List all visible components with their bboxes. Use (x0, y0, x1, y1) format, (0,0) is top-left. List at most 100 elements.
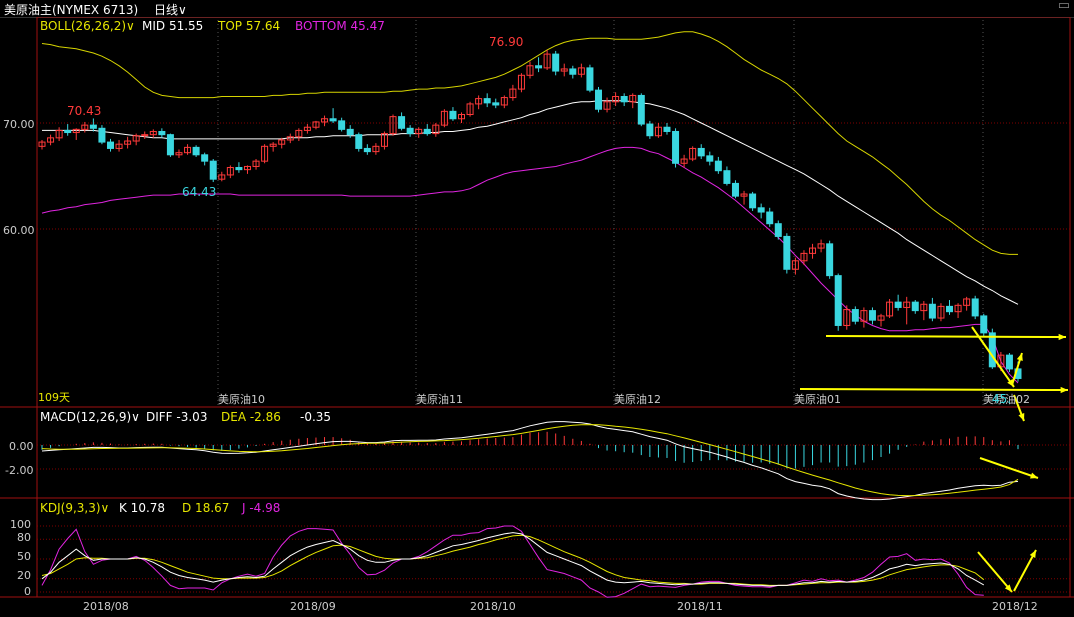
candle-up (877, 315, 885, 321)
candle-down (757, 207, 765, 213)
month-label-dec: 2018/12 (992, 600, 1038, 613)
candle-down (774, 223, 782, 237)
candle-up (149, 130, 157, 136)
candle-down (697, 147, 705, 157)
candle-down (928, 303, 936, 319)
support-arrow-upper-head (1058, 333, 1066, 341)
candle-down (731, 182, 739, 197)
boll-legend-bottom: BOTTOM 45.47 (295, 19, 385, 33)
candle-up (175, 152, 183, 156)
candle-up (38, 141, 46, 147)
candle-down (535, 65, 543, 69)
candle-up (141, 134, 149, 137)
day-count-label: 109天 (38, 391, 70, 404)
boll-top-line (41, 31, 1018, 255)
candle-down (192, 146, 200, 156)
period-selector[interactable]: 日线∨ (154, 3, 187, 17)
candle-up (860, 310, 868, 322)
candle-down (449, 110, 457, 120)
month-label-nov: 2018/11 (677, 600, 723, 613)
kdj-tick-80: 80 (17, 531, 31, 544)
candle-up (115, 143, 123, 149)
candle-up (466, 103, 474, 116)
candle-down (398, 116, 406, 129)
candle-up (526, 65, 534, 76)
kdj-tick-20: 20 (17, 569, 31, 582)
candle-down (586, 67, 594, 91)
candle-up (432, 124, 440, 135)
macd-legend-dea: DEA -2.86 (221, 410, 281, 424)
candle-up (817, 243, 825, 249)
macd-down-arrow-head (1030, 472, 1038, 479)
macd-tick-0: 0.00 (9, 440, 34, 453)
kdj-legend-name[interactable]: KDJ(9,3,3)∨ (40, 501, 109, 515)
candle-down (329, 118, 337, 122)
candle-down (166, 134, 174, 156)
kdj-tick-100: 100 (10, 518, 31, 531)
kdj-legend-d: D 18.67 (182, 501, 229, 515)
kdj-j-line (41, 525, 984, 598)
month-label-aug: 2018/08 (83, 600, 129, 613)
kdj-legend-k: K 10.78 (119, 501, 165, 515)
candle-down (706, 155, 714, 162)
candle-up (389, 116, 397, 135)
candle-up (278, 139, 286, 145)
candle-down (971, 298, 979, 317)
candle-down (646, 123, 654, 137)
macd-legend-value: -0.35 (300, 410, 331, 424)
candle-down (569, 68, 577, 75)
price-tick-70: 70.00 (3, 118, 35, 131)
candle-up (475, 98, 483, 105)
candle-down (209, 160, 217, 180)
candle-down (106, 141, 114, 149)
kdj-legend-j: J -4.98 (241, 501, 280, 515)
candle-up (689, 147, 697, 160)
candle-up (295, 129, 303, 138)
macd-tick-neg2: -2.00 (5, 464, 33, 477)
contract-mark-nov: 美原油11 (416, 392, 463, 406)
boll-legend-name[interactable]: BOLL(26,26,2)∨ (40, 19, 135, 33)
candle-up (132, 135, 140, 142)
candle-down (620, 96, 628, 103)
candle-down (64, 129, 72, 134)
candle-down (492, 102, 500, 106)
kdj-down-arrow (977, 551, 1013, 593)
boll-legend-mid: MID 51.55 (142, 19, 203, 33)
candle-up (252, 160, 260, 167)
candle-up (269, 143, 277, 147)
candle-up (226, 167, 234, 176)
minimize-icon[interactable]: ▭ (1057, 0, 1070, 13)
contract-mark-jan: 美原油01 (794, 392, 841, 406)
support-line-upper (825, 335, 1051, 338)
candle-up (577, 67, 585, 75)
candle-up (809, 247, 817, 254)
candle-down (346, 128, 354, 136)
candle-down (355, 134, 363, 149)
candle-down (338, 120, 346, 130)
down-arrow-small-head (1018, 413, 1025, 421)
symbol-selector[interactable]: 美原油主(NYMEX 6713) (4, 3, 139, 17)
candle-up (517, 74, 525, 90)
candle-down (663, 126, 671, 132)
contract-mark-feb: 美原油02 (983, 392, 1030, 406)
candle-up (740, 193, 748, 197)
candle-up (500, 97, 508, 106)
price-panel (38, 31, 1022, 384)
candle-down (980, 315, 988, 334)
candle-down (894, 301, 902, 308)
macd-legend-name[interactable]: MACD(12,26,9)∨ (40, 410, 140, 424)
candle-down (235, 167, 243, 171)
candle-down (723, 170, 731, 184)
candle-down (911, 301, 919, 312)
candle-up (629, 94, 637, 103)
kdj-panel (41, 525, 985, 598)
candle-down (423, 128, 431, 135)
boll-bottom-line (41, 146, 1019, 384)
recent-low-label: 45. (992, 392, 1011, 406)
candle-up (286, 136, 294, 141)
down-trend-arrow (971, 326, 1015, 388)
kdj-down-arrow-head (1004, 584, 1012, 592)
stock-chart: BOLL(26,26,2)∨ MID 51.55 TOP 57.64 BOTTO… (0, 17, 1074, 613)
candle-up (843, 309, 851, 326)
price-tick-60: 60.00 (3, 224, 35, 237)
